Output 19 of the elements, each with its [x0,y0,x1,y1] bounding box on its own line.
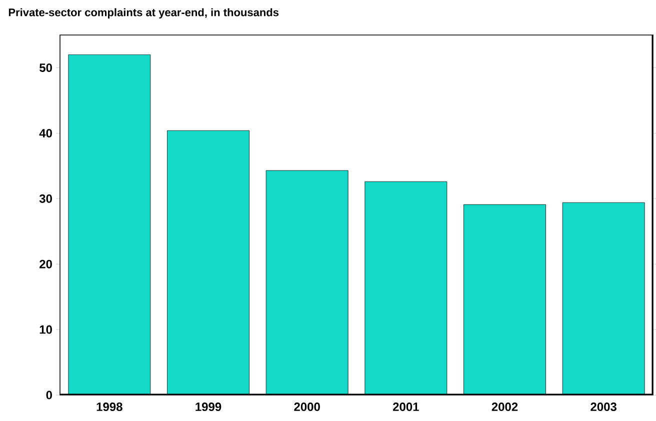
bar [68,54,150,395]
y-tick-label: 40 [39,128,52,138]
y-tick-label: 10 [40,325,52,334]
chart-title: Private-sector complaints at year-end, in thousands [8,8,279,18]
x-tick-label: 1998 [96,402,122,412]
bar [562,202,645,395]
y-tick-label: 30 [39,194,52,203]
y-tick-label: 50 [39,63,52,72]
y-tick-label: 0 [46,390,52,400]
bar [464,204,546,395]
x-tick-label: 2002 [492,402,518,412]
x-tick-label: 2000 [294,402,320,412]
x-tick-label: 2001 [392,402,419,412]
bar [364,182,447,395]
bar [167,130,250,395]
bar [266,170,348,395]
x-tick-label: 1999 [196,402,222,412]
y-tick-label: 20 [40,260,52,268]
x-tick-label: 2003 [590,402,616,412]
